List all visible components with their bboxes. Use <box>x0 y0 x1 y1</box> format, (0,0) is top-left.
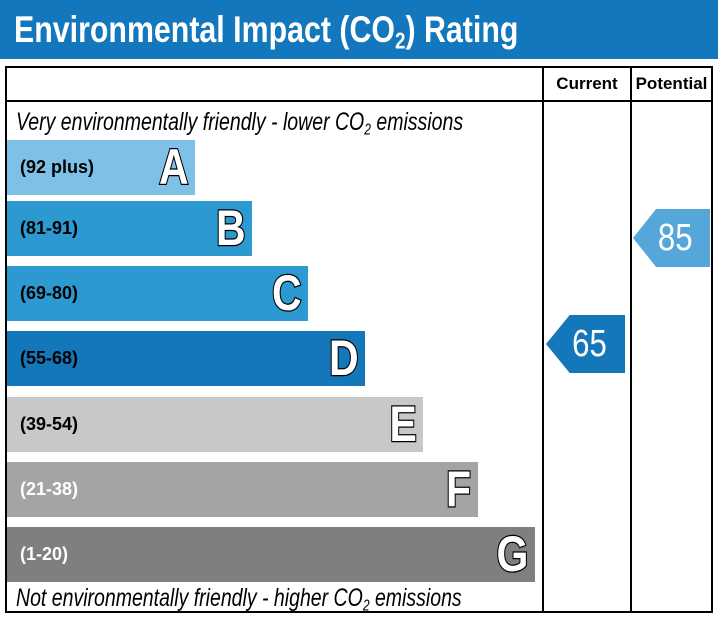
page-title-text: Environmental Impact (CO <box>14 8 396 50</box>
header-divider-line <box>7 100 711 102</box>
band-letter: F <box>445 460 472 518</box>
top-caption-subscript: 2 <box>364 121 371 139</box>
band-b: (81-91) B <box>7 199 252 257</box>
page-title: Environmental Impact (CO2) Rating <box>14 8 519 53</box>
band-d: (55-68) D <box>7 329 365 387</box>
page-title-suffix: ) Rating <box>405 8 519 50</box>
chart-title-bar: Environmental Impact (CO2) Rating <box>0 0 718 59</box>
band-letter: A <box>158 138 190 196</box>
potential-rating-value: 85 <box>658 217 693 259</box>
band-a: (92 plus) A <box>7 138 195 196</box>
column-header-current: Current <box>556 74 618 93</box>
bottom-caption-suffix: emissions <box>369 584 462 612</box>
current-rating-value: 65 <box>572 323 608 365</box>
band-range-label: (69-80) <box>20 283 79 303</box>
band-range-label: (21-38) <box>20 479 79 499</box>
bottom-caption-text: Not environmentally friendly - higher CO <box>16 584 363 612</box>
current-rating-arrow: 65 <box>546 315 625 373</box>
potential-rating-arrow: 85 <box>633 209 710 267</box>
bottom-caption: Not environmentally friendly - higher CO… <box>16 584 462 615</box>
band-range-label: (81-91) <box>20 218 79 238</box>
top-caption-suffix: emissions <box>370 108 464 136</box>
top-caption: Very environmentally friendly - lower CO… <box>16 108 464 139</box>
band-letter: D <box>328 329 360 387</box>
band-c: (69-80) C <box>7 264 308 322</box>
rating-chart: Current Potential Very environmentally f… <box>5 66 713 615</box>
current-column-divider <box>542 68 544 611</box>
page-title-subscript: 2 <box>395 26 406 53</box>
band-letter: G <box>496 525 530 583</box>
bottom-caption-subscript: 2 <box>362 597 370 615</box>
band-letter: E <box>388 395 417 453</box>
band-f: (21-38) F <box>7 460 478 518</box>
band-letter: B <box>215 199 247 257</box>
potential-column-divider <box>630 68 632 611</box>
band-g: (1-20) G <box>7 525 535 583</box>
top-caption-text: Very environmentally friendly - lower CO <box>16 108 365 136</box>
band-e: (39-54) E <box>7 395 423 453</box>
column-header-potential: Potential <box>635 74 708 93</box>
band-range-label: (55-68) <box>20 348 79 368</box>
band-range-label: (39-54) <box>20 414 79 434</box>
band-range-label: (1-20) <box>20 544 69 564</box>
band-range-label: (92 plus) <box>20 157 95 177</box>
band-letter: C <box>271 264 303 322</box>
